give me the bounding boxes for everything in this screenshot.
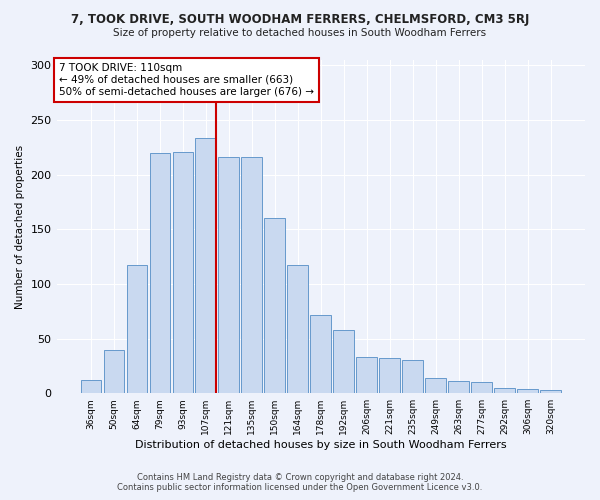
Y-axis label: Number of detached properties: Number of detached properties [15,144,25,308]
Text: 7, TOOK DRIVE, SOUTH WOODHAM FERRERS, CHELMSFORD, CM3 5RJ: 7, TOOK DRIVE, SOUTH WOODHAM FERRERS, CH… [71,12,529,26]
Bar [472,382,492,393]
Text: 7 TOOK DRIVE: 110sqm
← 49% of detached houses are smaller (663)
50% of semi-deta: 7 TOOK DRIVE: 110sqm ← 49% of detached h… [59,64,314,96]
Bar [104,350,124,393]
Bar [334,330,354,393]
Bar [80,380,101,393]
Bar [196,138,216,393]
Text: Size of property relative to detached houses in South Woodham Ferrers: Size of property relative to detached ho… [113,28,487,38]
Bar [310,314,331,393]
Bar [448,381,469,393]
Bar [241,157,262,393]
Bar [149,153,170,393]
Bar [517,389,538,393]
X-axis label: Distribution of detached houses by size in South Woodham Ferrers: Distribution of detached houses by size … [135,440,506,450]
Bar [287,266,308,393]
Bar [494,388,515,393]
Bar [265,218,285,393]
Bar [127,266,147,393]
Bar [425,378,446,393]
Bar [173,152,193,393]
Bar [403,360,423,393]
Bar [379,358,400,393]
Bar [218,157,239,393]
Text: Contains HM Land Registry data © Crown copyright and database right 2024.
Contai: Contains HM Land Registry data © Crown c… [118,473,482,492]
Bar [356,357,377,393]
Bar [540,390,561,393]
